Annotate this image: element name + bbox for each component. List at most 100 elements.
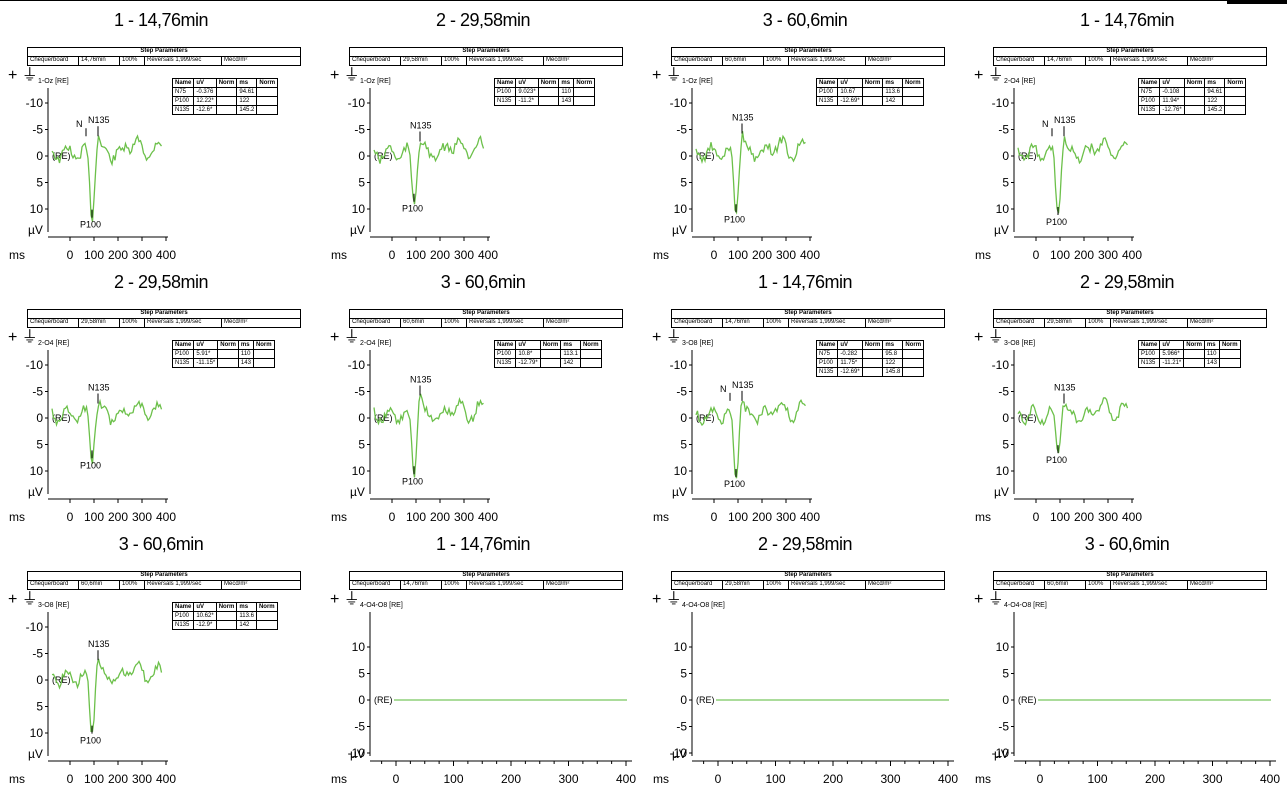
n135-label: N135 [410, 375, 432, 385]
peak-table-cell: -12.76* [1159, 105, 1185, 115]
x-tick-label: 300 [1202, 772, 1222, 786]
polarity-marker: + ⏚ [652, 591, 682, 608]
step-parameters-box: Step Parameters Chequerboard 60,6min 100% Re… [349, 309, 623, 328]
y-unit-label: µV [28, 223, 43, 237]
waveform-trace [51, 658, 163, 732]
waveform-trace [373, 393, 484, 478]
peak-table-row: N135 -12.76* 145.2 [1137, 105, 1247, 115]
x-tick-label: 100 [728, 510, 748, 524]
peak-table-cell: 145.8 [882, 367, 904, 377]
channel-label: 4-O4-O8 [RE] [682, 602, 725, 609]
x-tick-label: 300 [776, 510, 796, 524]
y-tick-label: 10 [996, 640, 1010, 654]
y-tick-label: -5 [998, 385, 1009, 399]
peak-table-cell: -11.15* [193, 358, 219, 368]
waveform-trace [51, 398, 163, 465]
x-tick-label: 200 [1145, 772, 1165, 786]
y-tick-label: 0 [1002, 149, 1009, 163]
y-tick-label: -10 [348, 96, 366, 110]
polarity-marker: + ⏚ [8, 329, 38, 346]
peak-table-row: N135 -12.69* 145.8 [815, 367, 925, 377]
y-unit-label: µV [350, 485, 365, 499]
p100-label: P100 [402, 476, 423, 486]
y-tick-label: -10 [26, 620, 44, 634]
step-parameters-box: Step Parameters Chequerboard 60,6min 100% Re… [993, 571, 1267, 590]
step-parameters-row: Chequerboard 14,76min 100% Reversals 1,999/… [28, 57, 300, 65]
y-tick-label: -5 [354, 123, 365, 137]
peak-table-cell: -12.6* [193, 105, 217, 115]
step-param-cell: Mecd/m² [1190, 57, 1214, 63]
chart-panel: 1 - 14,76min Step Parameters Chequerboard 1… [0, 0, 322, 262]
panel-title: 3 - 60,6min [118, 534, 204, 554]
chart-panel: 1 - 14,76min Step Parameters Chequerboard 1… [322, 524, 644, 786]
step-param-cell: Reversals 1,999/sec [1111, 57, 1188, 65]
peak-table-cell [1218, 358, 1241, 368]
step-parameters-header: Step Parameters [994, 310, 1266, 319]
peak-table-cell [256, 105, 279, 115]
peak-parameters-table: Name uV Norm ms Norm N75 -0.376 94.61 P100 12.22*… [171, 78, 279, 115]
x-tick-label: 100 [1050, 510, 1070, 524]
x-tick-label: 300 [454, 510, 474, 524]
y-tick-label: 10 [674, 464, 688, 478]
x-tick-label: 200 [108, 510, 128, 524]
step-param-cell: Mecd/m² [868, 57, 892, 63]
step-param-cell: 60,6min [401, 319, 442, 327]
y-tick-label: -10 [992, 358, 1010, 372]
y-tick-label: -5 [676, 720, 687, 734]
y-tick-label: 0 [36, 673, 43, 687]
x-unit-label: ms [975, 772, 991, 786]
x-tick-label: 0 [67, 248, 74, 262]
channel-label: 3-O8 [RE] [38, 602, 70, 609]
step-param-cell: 100% [442, 581, 467, 589]
chart-panel: 1 - 14,76min Step Parameters Chequerboard 1… [644, 262, 966, 524]
step-param-cell: Chequerboard [350, 57, 401, 65]
peak-table-header: Name uV Norm ms Norm [171, 340, 275, 350]
y-tick-label: -5 [998, 720, 1009, 734]
step-parameters-box: Step Parameters Chequerboard 29,58min 100% R… [349, 47, 623, 66]
step-param-cell: Mecd/m² [1190, 319, 1214, 325]
p100-label: P100 [80, 736, 101, 746]
step-param-cell: Chequerboard [350, 581, 401, 589]
step-param-cell: Mecd/m² [224, 581, 248, 587]
peak-table-cell: -11.2* [515, 96, 539, 106]
channel-label: 2-O4 [RE] [38, 340, 70, 347]
x-tick-label: 200 [108, 248, 128, 262]
step-param-cell: Chequerboard [350, 319, 401, 327]
peak-parameters-table: Name uV Norm ms Norm P100 10.62* 113.6 N135 -12.9… [171, 602, 278, 630]
step-param-cell: Reversals 1,999/sec [467, 319, 544, 327]
step-param-cell: 100% [120, 581, 145, 589]
y-tick-label: -5 [32, 385, 43, 399]
step-param-cell: 29,58min [401, 57, 442, 65]
x-tick-label: 400 [156, 510, 176, 524]
x-tick-label: 200 [430, 248, 450, 262]
step-param-cell: 100% [1086, 581, 1111, 589]
x-tick-label: 400 [478, 510, 498, 524]
y-tick-label: 5 [36, 176, 43, 190]
y-tick-label: -10 [26, 96, 44, 110]
chart-panel: 2 - 29,58min Step Parameters Chequerboard 2… [966, 262, 1287, 524]
y-tick-label: -10 [348, 746, 366, 760]
x-unit-label: ms [9, 772, 25, 786]
peak-table-cell: -12.69* [837, 367, 863, 377]
n135-label: N135 [1054, 383, 1076, 393]
y-tick-label: 0 [680, 149, 687, 163]
peak-table-cell: 145.2 [1204, 105, 1226, 115]
panel-title: 2 - 29,58min [1079, 272, 1175, 292]
y-tick-label: 0 [358, 693, 365, 707]
peak-table-cell: -12.9* [193, 620, 217, 630]
x-tick-label: 200 [1074, 510, 1094, 524]
x-tick-label: 300 [1098, 248, 1118, 262]
step-parameters-header: Step Parameters [672, 572, 944, 581]
step-param-cell: Reversals 1,999/sec [789, 319, 866, 327]
polarity-marker: + ⏚ [974, 67, 1004, 84]
step-param-cell: Reversals 1,999/sec [789, 581, 866, 589]
x-unit-label: ms [9, 248, 25, 262]
step-param-cell: Reversals 1,999/sec [145, 319, 222, 327]
step-param-cell: Mecd/m² [224, 319, 248, 325]
step-param-cell: Mecd/m² [868, 319, 892, 325]
y-unit-label: µV [672, 223, 687, 237]
y-tick-label: 10 [352, 202, 366, 216]
